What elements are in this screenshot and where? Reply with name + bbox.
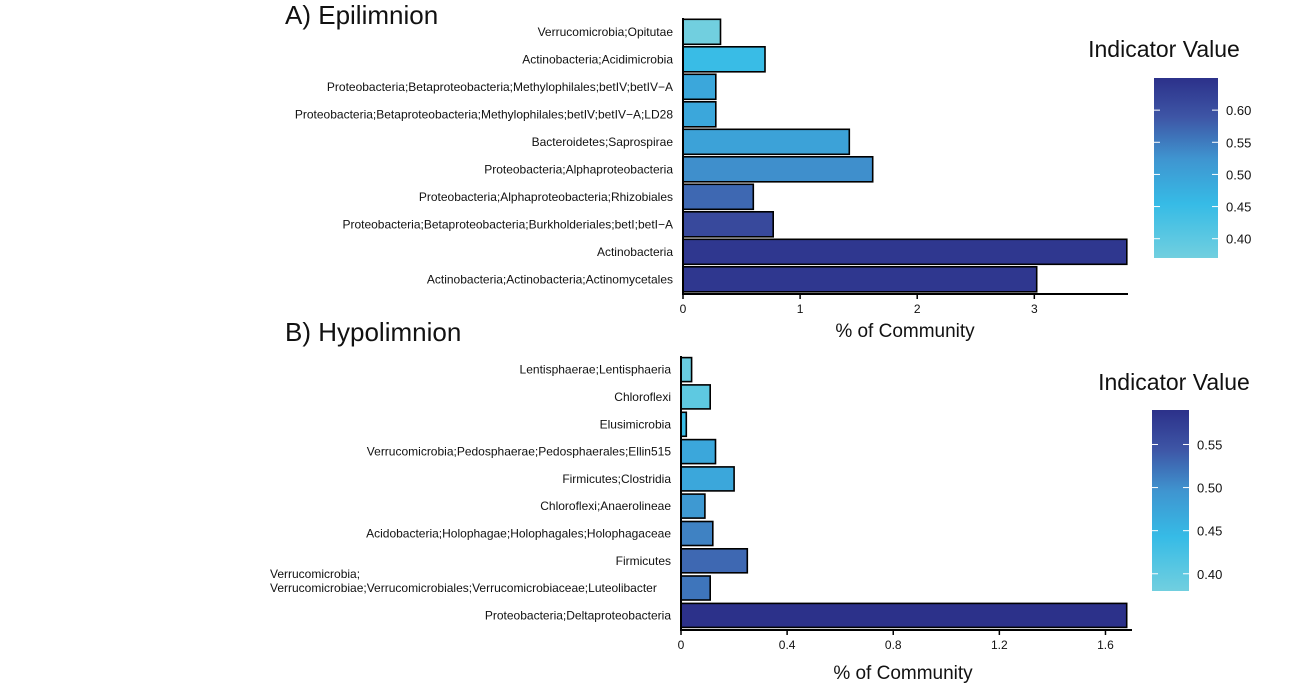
bar — [682, 128, 851, 156]
category-label: Proteobacteria;Alphaproteobacteria — [484, 162, 673, 176]
legend-tick-label: 0.55 — [1226, 135, 1251, 150]
category-label: Verrucomicrobia;Pedosphaerae;Pedosphaera… — [367, 445, 672, 459]
bar — [680, 438, 717, 465]
bar — [682, 211, 774, 238]
category-label: Actinobacteria — [597, 245, 673, 259]
category-label: Verrucomicrobia; Verrucomicrobiae;Verruco… — [270, 567, 657, 595]
panel-title: A) Epilimnion — [285, 0, 438, 30]
bar — [682, 45, 766, 73]
category-label: Bacteroidetes;Saprospirae — [532, 135, 674, 149]
category-label: Actinobacteria;Acidimicrobia — [522, 52, 673, 66]
panel-title: B) Hypolimnion — [285, 317, 461, 347]
bar — [682, 101, 717, 128]
x-tick-label: 3 — [1031, 302, 1038, 316]
category-label: Proteobacteria;Betaproteobacteria;Burkho… — [342, 217, 673, 231]
x-axis-label: % of Community — [835, 321, 975, 342]
category-label: Elusimicrobia — [600, 417, 672, 431]
bar — [682, 183, 755, 211]
x-tick-label: 1.6 — [1097, 638, 1114, 652]
legend-tick-label: 0.50 — [1226, 167, 1251, 182]
bar — [680, 356, 693, 383]
legend-tick-label: 0.50 — [1197, 481, 1222, 496]
category-label: Firmicutes — [616, 554, 671, 568]
bar — [680, 466, 735, 492]
legend-colorbar — [1152, 410, 1189, 591]
bar — [682, 18, 722, 46]
legend-tick-label: 0.55 — [1197, 437, 1222, 452]
bar — [682, 156, 874, 183]
legend-tick-label: 0.40 — [1226, 232, 1251, 247]
bar — [682, 265, 1038, 293]
legend-tick-label: 0.45 — [1226, 200, 1251, 215]
bar — [682, 238, 1128, 266]
category-label: Proteobacteria;Alphaproteobacteria;Rhizo… — [419, 190, 673, 204]
bar — [680, 493, 706, 519]
x-tick-label: 0 — [678, 638, 685, 652]
bar — [680, 520, 714, 547]
bar — [680, 575, 712, 601]
bar — [680, 384, 712, 410]
bar — [680, 547, 749, 574]
legend-colorbar — [1154, 78, 1218, 258]
category-label: Proteobacteria;Betaproteobacteria;Methyl… — [327, 80, 673, 94]
bar — [682, 73, 717, 101]
legend-tick-label: 0.60 — [1226, 103, 1251, 118]
x-tick-label: 2 — [914, 302, 921, 316]
x-tick-label: 1 — [797, 302, 804, 316]
category-label: Lentisphaerae;Lentisphaeria — [520, 363, 672, 377]
category-label: Proteobacteria;Deltaproteobacteria — [485, 608, 671, 622]
x-axis-label: % of Community — [833, 663, 973, 684]
bar — [680, 602, 1128, 629]
category-label: Verrucomicrobia;Opitutae — [538, 25, 674, 39]
legend-tick-label: 0.40 — [1197, 567, 1222, 582]
x-tick-label: 1.2 — [991, 638, 1008, 652]
category-label: Actinobacteria;Actinobacteria;Actinomyce… — [427, 272, 673, 286]
x-tick-label: 0.8 — [885, 638, 902, 652]
legend-tick-label: 0.45 — [1197, 524, 1222, 539]
category-label: Firmicutes;Clostridia — [562, 472, 671, 486]
category-label: Chloroflexi — [614, 390, 671, 404]
category-label: Proteobacteria;Betaproteobacteria;Methyl… — [295, 107, 673, 121]
x-tick-label: 0.4 — [779, 638, 796, 652]
x-tick-label: 0 — [680, 302, 687, 316]
legend-title: Indicator Value — [1098, 369, 1250, 395]
category-label: Acidobacteria;Holophagae;Holophagales;Ho… — [366, 527, 671, 541]
legend-title: Indicator Value — [1088, 36, 1240, 62]
category-label: Chloroflexi;Anaerolineae — [540, 499, 671, 513]
panel-epilimnion: A) Epilimnion % of Community Indicator V… — [285, 0, 1251, 342]
panel-hypolimnion: B) Hypolimnion % of Community Indicator … — [270, 317, 1250, 684]
